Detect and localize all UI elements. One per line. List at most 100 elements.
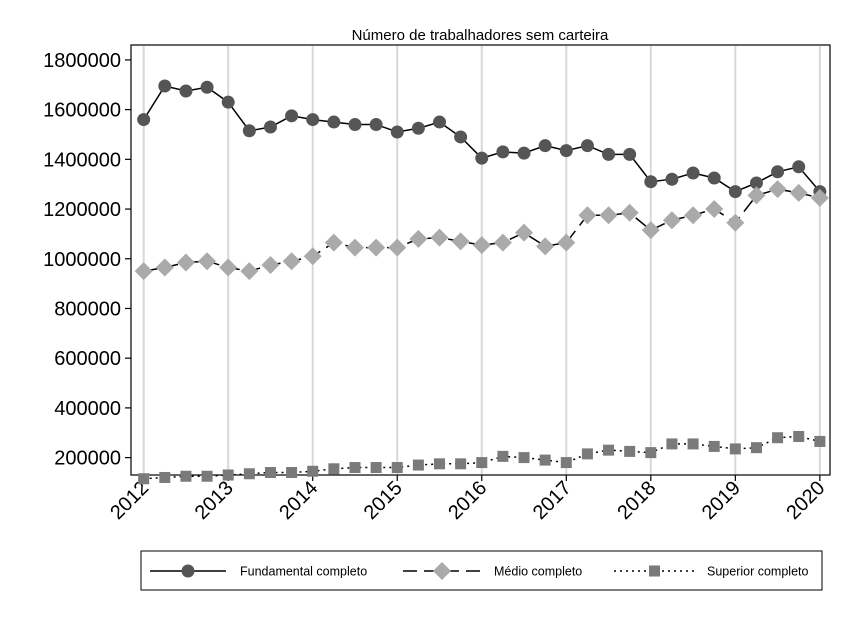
data-point <box>391 462 403 474</box>
data-point <box>684 206 703 225</box>
legend-marker <box>433 562 451 580</box>
y-tick-label: 600000 <box>54 348 121 370</box>
data-point <box>328 463 340 475</box>
y-tick-label: 1200000 <box>43 199 121 221</box>
data-point <box>641 221 660 240</box>
data-point <box>687 438 699 450</box>
data-point <box>201 470 213 482</box>
data-point <box>159 471 171 483</box>
x-tick-label: 2016 <box>444 477 491 524</box>
data-point <box>578 206 597 225</box>
data-point <box>200 80 214 94</box>
legend-box <box>140 550 823 591</box>
x-tick-label: 2013 <box>191 477 238 524</box>
data-point <box>536 237 555 256</box>
data-point <box>303 247 322 266</box>
data-point <box>810 188 829 207</box>
data-point <box>789 183 808 202</box>
data-point <box>138 473 150 485</box>
data-point <box>327 115 341 129</box>
x-axis: 2012 2013 2014 2015 2016 2017 2018 2019 2020 <box>106 475 829 524</box>
data-point <box>624 445 636 457</box>
y-tick-label: 1000000 <box>43 249 121 271</box>
data-point <box>515 223 534 242</box>
data-point <box>306 113 320 127</box>
data-point <box>286 467 298 479</box>
data-point <box>496 145 510 159</box>
x-tick-label: 2020 <box>782 477 829 524</box>
data-point <box>662 211 681 230</box>
data-point <box>814 435 826 447</box>
data-point <box>349 462 361 474</box>
data-point <box>708 440 720 452</box>
data-point <box>581 448 593 460</box>
data-point <box>620 203 639 222</box>
data-point <box>493 233 512 252</box>
data-point <box>518 452 530 464</box>
data-point <box>559 144 573 158</box>
data-point <box>580 139 594 153</box>
plot-frame <box>130 44 831 476</box>
data-point <box>705 200 724 219</box>
legend-label: Superior completo <box>707 565 808 579</box>
data-point <box>476 457 488 469</box>
data-point <box>370 462 382 474</box>
x-tick-label: 2017 <box>529 477 576 524</box>
data-point <box>645 447 657 459</box>
legend-label: Fundamental completo <box>240 565 367 579</box>
data-point <box>282 252 301 271</box>
data-point <box>686 166 700 180</box>
data-point <box>411 121 425 135</box>
x-tick-label: 2014 <box>275 477 322 524</box>
data-point <box>219 258 238 277</box>
data-point <box>602 147 616 161</box>
data-point <box>409 229 428 248</box>
data-point <box>261 255 280 274</box>
data-point <box>345 238 364 257</box>
y-axis: 200000 400000 600000 800000 1000000 1200000 14… <box>43 50 131 470</box>
y-tick-label: 800000 <box>54 298 121 320</box>
data-point <box>222 469 234 481</box>
data-point <box>367 238 386 257</box>
data-point <box>644 175 658 189</box>
data-point <box>665 172 679 186</box>
data-point <box>557 233 576 252</box>
data-point <box>538 139 552 153</box>
data-point <box>666 438 678 450</box>
y-tick-label: 1800000 <box>43 50 121 72</box>
data-point <box>134 262 153 281</box>
data-point <box>451 232 470 251</box>
data-point <box>348 118 362 132</box>
data-point <box>539 454 551 466</box>
data-point <box>324 233 343 252</box>
data-point <box>475 151 489 165</box>
x-tick-label: 2015 <box>360 477 407 524</box>
data-point <box>433 115 447 129</box>
series-superior-completo <box>138 430 826 485</box>
data-point <box>749 176 763 190</box>
data-point <box>603 444 615 456</box>
series <box>134 79 829 485</box>
data-point <box>792 160 806 174</box>
data-point <box>726 213 745 232</box>
data-point <box>285 109 299 123</box>
data-point <box>747 186 766 205</box>
series-fundamental-completo <box>137 79 827 199</box>
data-point <box>158 79 172 93</box>
data-point <box>263 120 277 134</box>
data-point <box>517 146 531 160</box>
y-tick-label: 1600000 <box>43 100 121 122</box>
data-point <box>434 458 446 470</box>
data-point <box>179 84 193 98</box>
data-point <box>454 130 468 144</box>
data-point <box>707 171 721 185</box>
legend-marker <box>181 564 195 578</box>
data-point <box>264 467 276 479</box>
data-point <box>772 432 784 444</box>
data-point <box>390 125 404 139</box>
grid <box>142 46 821 474</box>
x-tick-label: 2019 <box>698 477 745 524</box>
data-point <box>137 113 151 127</box>
data-point <box>388 238 407 257</box>
